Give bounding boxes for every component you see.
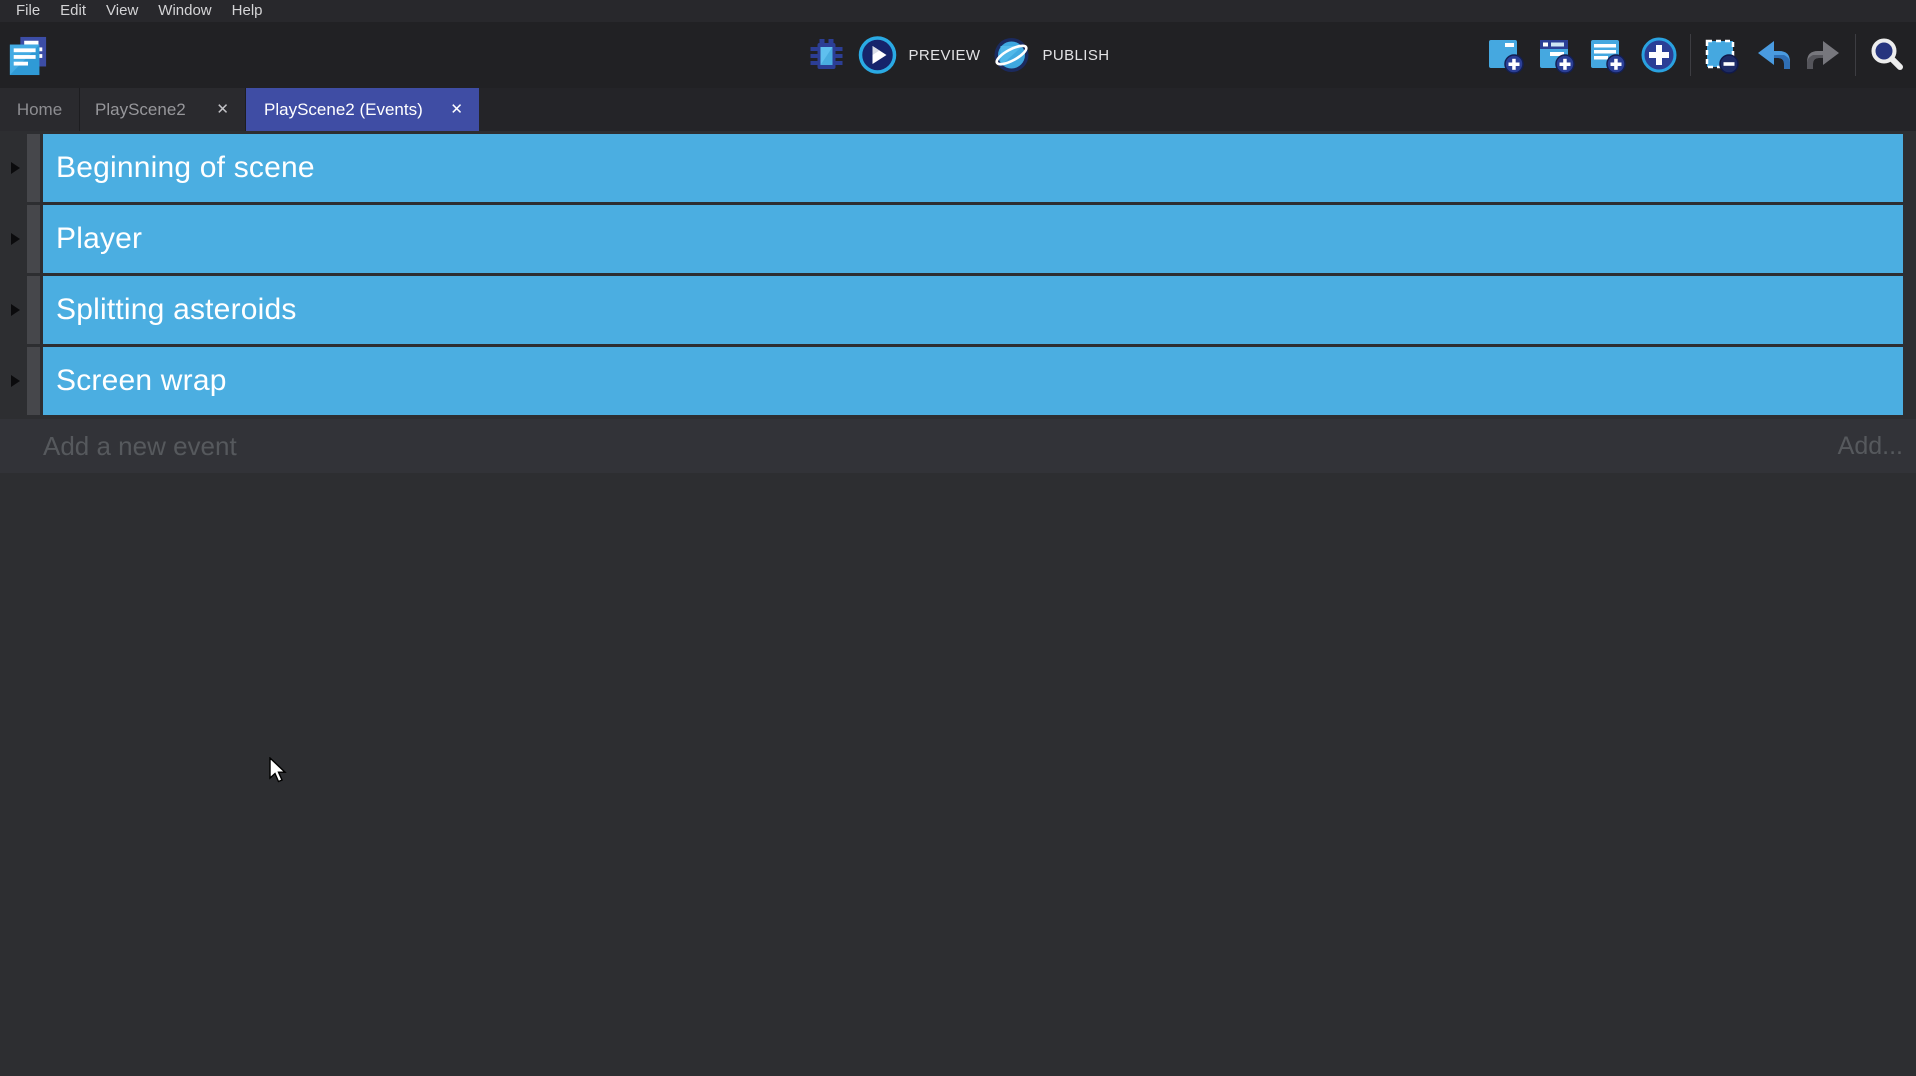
collapse-arrow-icon[interactable]	[11, 162, 20, 174]
preview-play-icon[interactable]	[858, 35, 898, 75]
search-icon[interactable]	[1867, 35, 1907, 75]
add-event-button[interactable]: Add...	[1837, 431, 1903, 460]
event-group-title: Screen wrap	[56, 364, 227, 397]
tab-label: PlayScene2	[95, 99, 186, 119]
event-group-body[interactable]: Splitting asteroids	[43, 276, 1903, 344]
event-group-body[interactable]: Screen wrap	[43, 347, 1903, 415]
publish-globe-icon[interactable]	[991, 35, 1031, 75]
toolbar-separator	[1690, 34, 1691, 76]
event-group-row[interactable]: Screen wrap	[0, 347, 1916, 415]
close-icon[interactable]: ✕	[216, 101, 229, 118]
menu-bar: File Edit View Window Help	[0, 0, 1916, 22]
menu-file[interactable]: File	[16, 2, 41, 19]
toolbar-separator	[1855, 34, 1856, 76]
preview-button[interactable]: PREVIEW	[908, 46, 981, 64]
menu-window[interactable]: Window	[158, 2, 212, 19]
tab-label: Home	[16, 99, 63, 119]
redo-icon[interactable]	[1804, 35, 1844, 75]
add-sub-event-icon[interactable]	[1537, 35, 1577, 75]
tab-home[interactable]: Home	[0, 88, 80, 131]
menu-view[interactable]: View	[106, 2, 139, 19]
tab-label: PlayScene2 (Events)	[264, 99, 423, 119]
event-group-body[interactable]: Beginning of scene	[43, 134, 1903, 202]
main-toolbar: PREVIEW PUBLISH	[0, 22, 1916, 88]
add-event-icon[interactable]	[1486, 35, 1526, 75]
event-drag-handle[interactable]	[27, 347, 40, 415]
add-choose-event-icon[interactable]	[1639, 35, 1679, 75]
close-icon[interactable]: ✕	[450, 101, 463, 118]
event-group-title: Beginning of scene	[56, 151, 315, 184]
event-group-row[interactable]: Splitting asteroids	[0, 276, 1916, 344]
add-comment-icon[interactable]	[1588, 35, 1628, 75]
add-event-row: Add a new event Add...	[0, 419, 1916, 473]
event-group-row[interactable]: Player	[0, 205, 1916, 273]
event-drag-handle[interactable]	[27, 276, 40, 344]
event-group-title: Player	[56, 222, 143, 255]
event-group-title: Splitting asteroids	[56, 293, 297, 326]
collapse-arrow-icon[interactable]	[11, 233, 20, 245]
collapse-arrow-icon[interactable]	[11, 375, 20, 387]
event-drag-handle[interactable]	[27, 205, 40, 273]
tab-playscene2-events[interactable]: PlayScene2 (Events) ✕	[246, 88, 479, 131]
remove-selection-icon[interactable]	[1702, 35, 1742, 75]
publish-button[interactable]: PUBLISH	[1042, 46, 1110, 64]
menu-help[interactable]: Help	[231, 2, 263, 19]
add-new-event-field[interactable]: Add a new event	[43, 430, 237, 461]
event-drag-handle[interactable]	[27, 134, 40, 202]
event-group-body[interactable]: Player	[43, 205, 1903, 273]
events-sheet: Beginning of scene Player Splitting aste…	[0, 131, 1916, 1076]
collapse-arrow-icon[interactable]	[11, 304, 20, 316]
debugger-icon[interactable]	[807, 35, 847, 75]
event-group-list: Beginning of scene Player Splitting aste…	[0, 134, 1916, 418]
undo-icon[interactable]	[1753, 35, 1793, 75]
tab-bar: Home PlayScene2 ✕ PlayScene2 (Events) ✕	[0, 88, 1916, 131]
menu-edit[interactable]: Edit	[60, 2, 87, 19]
tab-playscene2[interactable]: PlayScene2 ✕	[80, 88, 246, 131]
project-manager-icon[interactable]	[8, 36, 50, 78]
event-group-row[interactable]: Beginning of scene	[0, 134, 1916, 202]
